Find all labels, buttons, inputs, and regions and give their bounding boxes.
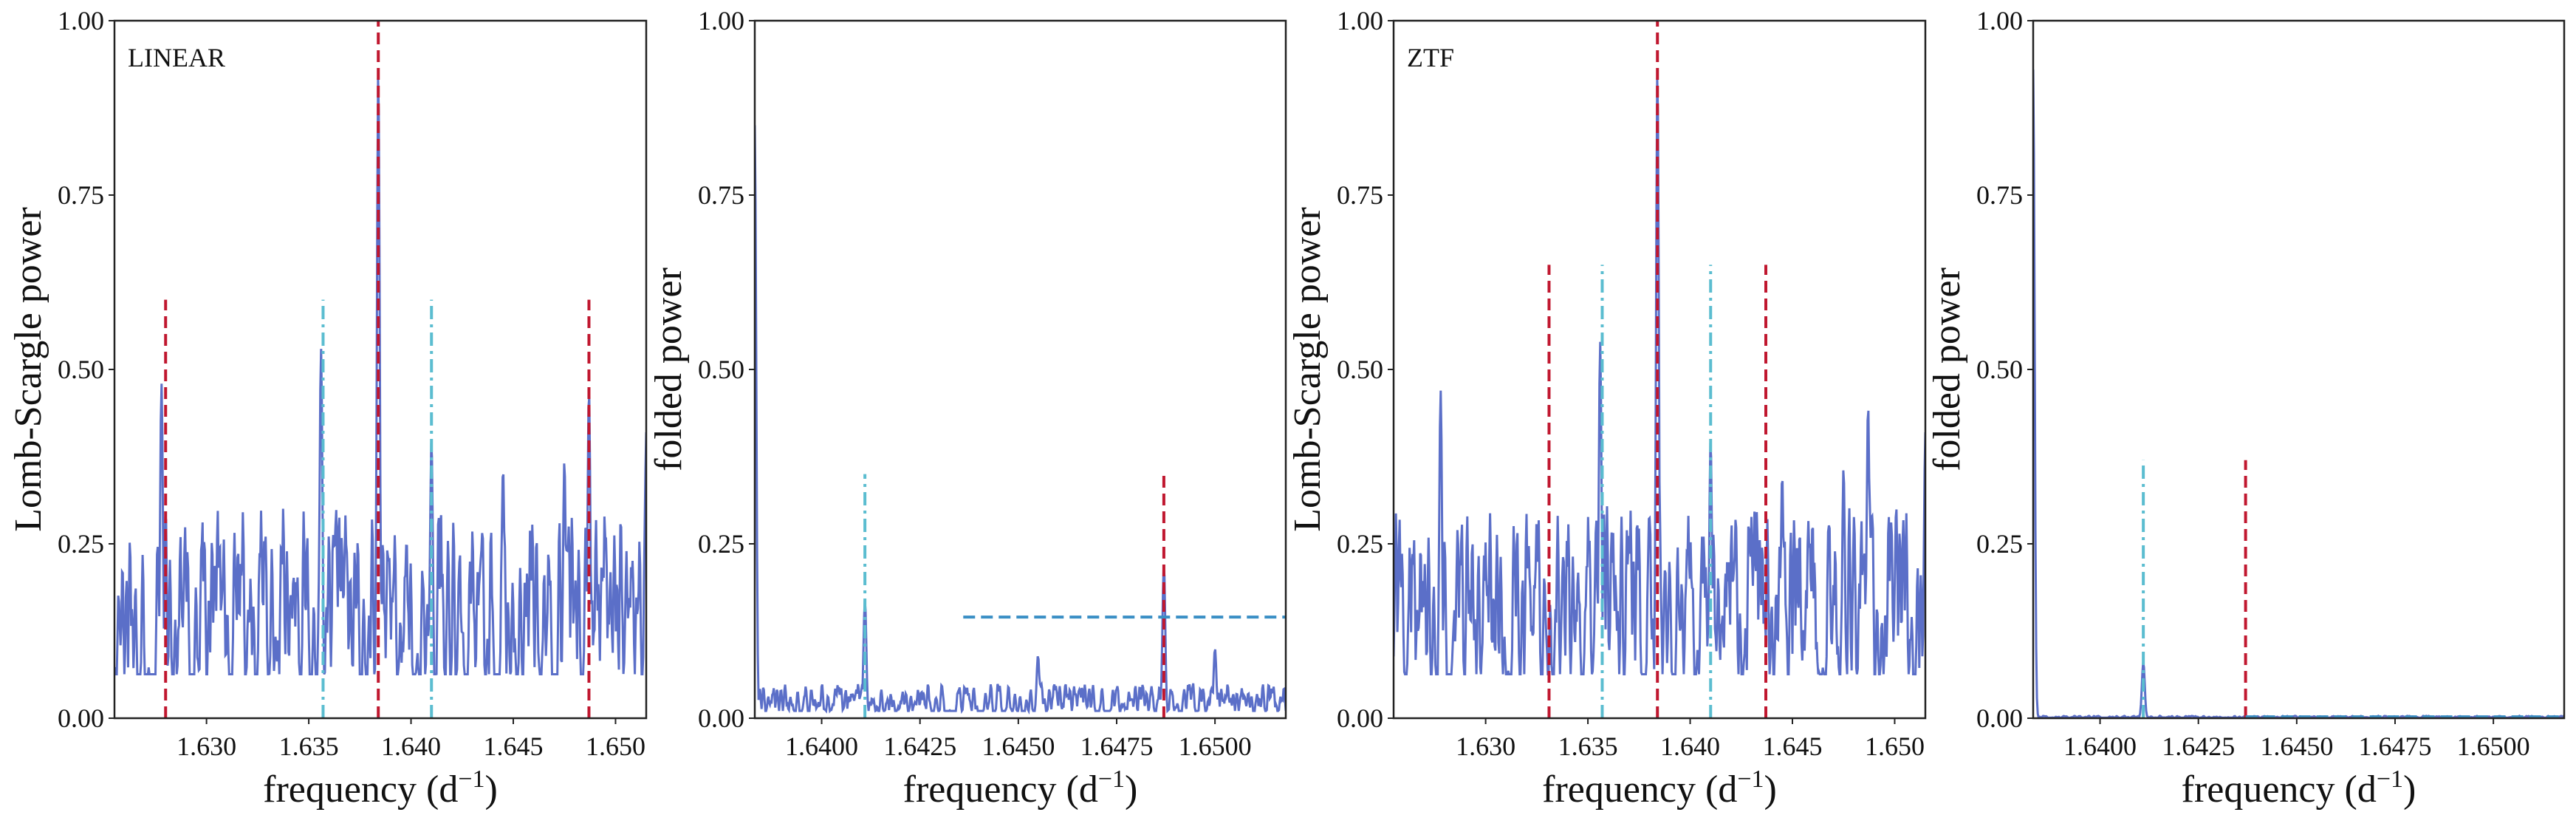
x-tick-label: 1.635: [1558, 732, 1618, 761]
y-tick-label: 0.50: [698, 355, 744, 384]
y-tick-label: 0.75: [698, 180, 744, 210]
survey-label: ZTF: [1407, 43, 1454, 72]
y-tick-label: 0.75: [58, 180, 104, 210]
power-curve: [2033, 69, 2564, 718]
x-axis-label: frequency (d−1): [263, 765, 498, 811]
y-tick-label: 0.75: [1976, 180, 2023, 210]
x-tick-label: 1.6425: [883, 732, 956, 761]
x-tick-label: 1.630: [1456, 732, 1515, 761]
x-tick-label: 1.640: [1660, 732, 1720, 761]
x-tick-label: 1.650: [586, 732, 645, 761]
x-axis-label: frequency (d−1): [1542, 765, 1777, 811]
x-tick-label: 1.640: [381, 732, 441, 761]
y-axis-label: folded power: [1926, 267, 1968, 471]
y-tick-label: 0.00: [1337, 703, 1383, 733]
power-curve: [1394, 78, 1925, 675]
x-tick-label: 1.6400: [2063, 732, 2137, 761]
x-axis-label: frequency (d−1): [903, 765, 1138, 811]
axes-frame: [753, 19, 1287, 720]
y-tick-label: 0.25: [1976, 529, 2023, 559]
x-tick-label: 1.6450: [982, 732, 1055, 761]
x-tick-label: 1.6425: [2162, 732, 2235, 761]
y-axis-label: Lomb-Scargle power: [7, 207, 49, 531]
y-tick-label: 1.00: [698, 6, 744, 35]
y-tick-label: 0.25: [58, 529, 104, 559]
y-tick-label: 0.50: [1976, 355, 2023, 384]
y-tick-label: 0.50: [58, 355, 104, 384]
y-tick-label: 0.75: [1337, 180, 1383, 210]
y-axis-label: Lomb-Scargle power: [1287, 207, 1329, 531]
x-tick-label: 1.6500: [2457, 732, 2530, 761]
y-tick-label: 1.00: [1337, 6, 1383, 35]
panel-2: 0.00 0.25 0.50 0.75 1.00 1.6400 1.6425 1.6450 1.…: [648, 6, 1287, 811]
y-tick-label: 1.00: [58, 6, 104, 35]
y-tick-label: 0.00: [58, 703, 104, 733]
power-curve: [114, 78, 646, 675]
power-curve: [755, 125, 1286, 715]
x-tick-label: 1.630: [177, 732, 236, 761]
x-tick-label: 1.6475: [1080, 732, 1153, 761]
x-tick-label: 1.645: [484, 732, 544, 761]
panel-1: 0.00 0.25 0.50 0.75 1.00 1.630 1.635 1.640 1.645…: [7, 6, 648, 811]
y-tick-label: 0.00: [698, 703, 744, 733]
panel-4: 0.00 0.25 0.50 0.75 1.00 1.6400 1.6425 1.6450 1.…: [1926, 6, 2566, 811]
survey-label: LINEAR: [128, 43, 225, 72]
y-axis-label: folded power: [648, 267, 690, 471]
y-tick-label: 0.00: [1976, 703, 2023, 733]
axes-frame: [2032, 19, 2566, 720]
y-tick-label: 0.25: [1337, 529, 1383, 559]
x-tick-label: 1.6500: [1179, 732, 1252, 761]
y-tick-label: 1.00: [1976, 6, 2023, 35]
y-tick-label: 0.25: [698, 529, 744, 559]
x-tick-label: 1.6450: [2260, 732, 2333, 761]
panel-3: 0.00 0.25 0.50 0.75 1.00 1.630 1.635 1.640 1.645…: [1287, 6, 1927, 811]
x-tick-label: 1.635: [279, 732, 339, 761]
x-axis-label: frequency (d−1): [2182, 765, 2416, 811]
x-tick-label: 1.6475: [2358, 732, 2431, 761]
x-tick-label: 1.645: [1763, 732, 1823, 761]
x-tick-label: 1.6400: [785, 732, 858, 761]
x-tick-label: 1.650: [1865, 732, 1925, 761]
y-tick-label: 0.50: [1337, 355, 1383, 384]
